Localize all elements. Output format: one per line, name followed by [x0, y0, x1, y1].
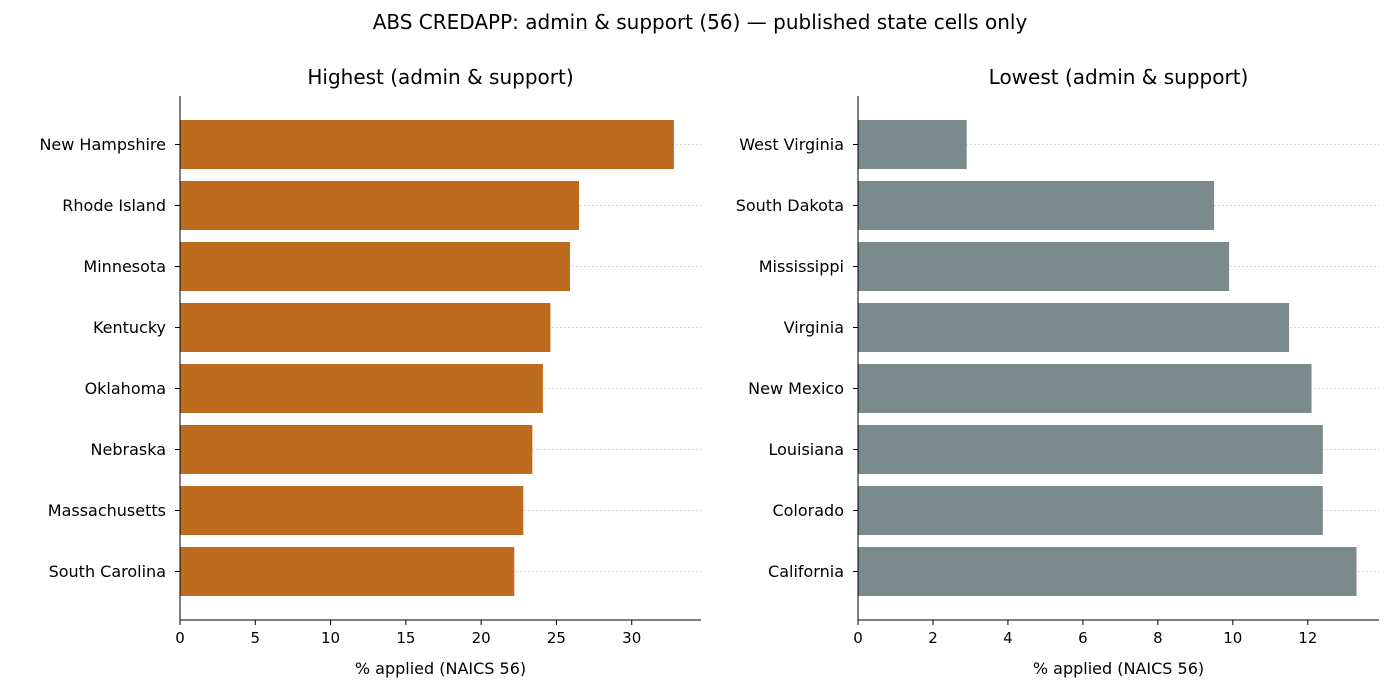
bar — [180, 181, 580, 230]
x-tick-label: 0 — [175, 629, 185, 647]
x-tick-label: 2 — [928, 629, 938, 647]
y-tick-label: Massachusetts — [48, 501, 166, 520]
x-tick-label: 0 — [853, 629, 863, 647]
y-tick-label: South Carolina — [49, 562, 166, 581]
subplot-title: Lowest (admin & support) — [989, 65, 1249, 89]
y-tick-label: New Mexico — [748, 379, 844, 398]
panel-lowest: West Virginia South Dakota Mississippi Virg… — [736, 65, 1379, 678]
bar — [858, 486, 1323, 535]
y-tick-label: New Hampshire — [39, 135, 166, 154]
x-tick-label: 8 — [1153, 629, 1163, 647]
bar — [858, 547, 1357, 596]
y-tick-label: Rhode Island — [62, 196, 166, 215]
bar — [858, 303, 1290, 352]
y-tick-label: Mississippi — [759, 257, 844, 276]
bar — [180, 486, 524, 535]
x-tick-label: 10 — [321, 629, 340, 647]
y-tick-label: Colorado — [772, 501, 844, 520]
x-tick-label: 6 — [1078, 629, 1088, 647]
bar — [858, 181, 1215, 230]
x-tick-label: 15 — [396, 629, 415, 647]
x-tick-label: 30 — [622, 629, 641, 647]
subplot-title: Highest (admin & support) — [307, 65, 573, 89]
y-tick-label: California — [768, 562, 844, 581]
x-tick-label: 25 — [547, 629, 566, 647]
x-tick-label: 4 — [1003, 629, 1013, 647]
bar — [180, 425, 533, 474]
y-tick-label: Oklahoma — [85, 379, 166, 398]
y-tick-label: West Virginia — [739, 135, 844, 154]
bar — [180, 242, 570, 291]
x-axis-label: % applied (NAICS 56) — [355, 659, 526, 678]
panel-highest: New Hampshire Rhode Island Minnesota Kentuc… — [39, 65, 701, 678]
x-tick-label: 20 — [472, 629, 491, 647]
figure-title: ABS CREDAPP: admin & support (56) — publ… — [372, 10, 1028, 34]
bar — [180, 547, 515, 596]
y-tick-label: South Dakota — [736, 196, 844, 215]
bar — [858, 425, 1323, 474]
bar — [180, 364, 543, 413]
bar — [858, 364, 1312, 413]
bar — [180, 303, 551, 352]
bar — [858, 120, 967, 169]
y-tick-label: Louisiana — [768, 440, 844, 459]
y-tick-label: Kentucky — [93, 318, 166, 337]
x-tick-label: 12 — [1298, 629, 1317, 647]
x-tick-label: 5 — [251, 629, 261, 647]
x-tick-label: 10 — [1223, 629, 1242, 647]
bar — [180, 120, 674, 169]
y-tick-label: Minnesota — [83, 257, 166, 276]
y-tick-label: Virginia — [784, 318, 844, 337]
bar — [858, 242, 1230, 291]
y-tick-label: Nebraska — [91, 440, 166, 459]
x-axis-label: % applied (NAICS 56) — [1033, 659, 1204, 678]
